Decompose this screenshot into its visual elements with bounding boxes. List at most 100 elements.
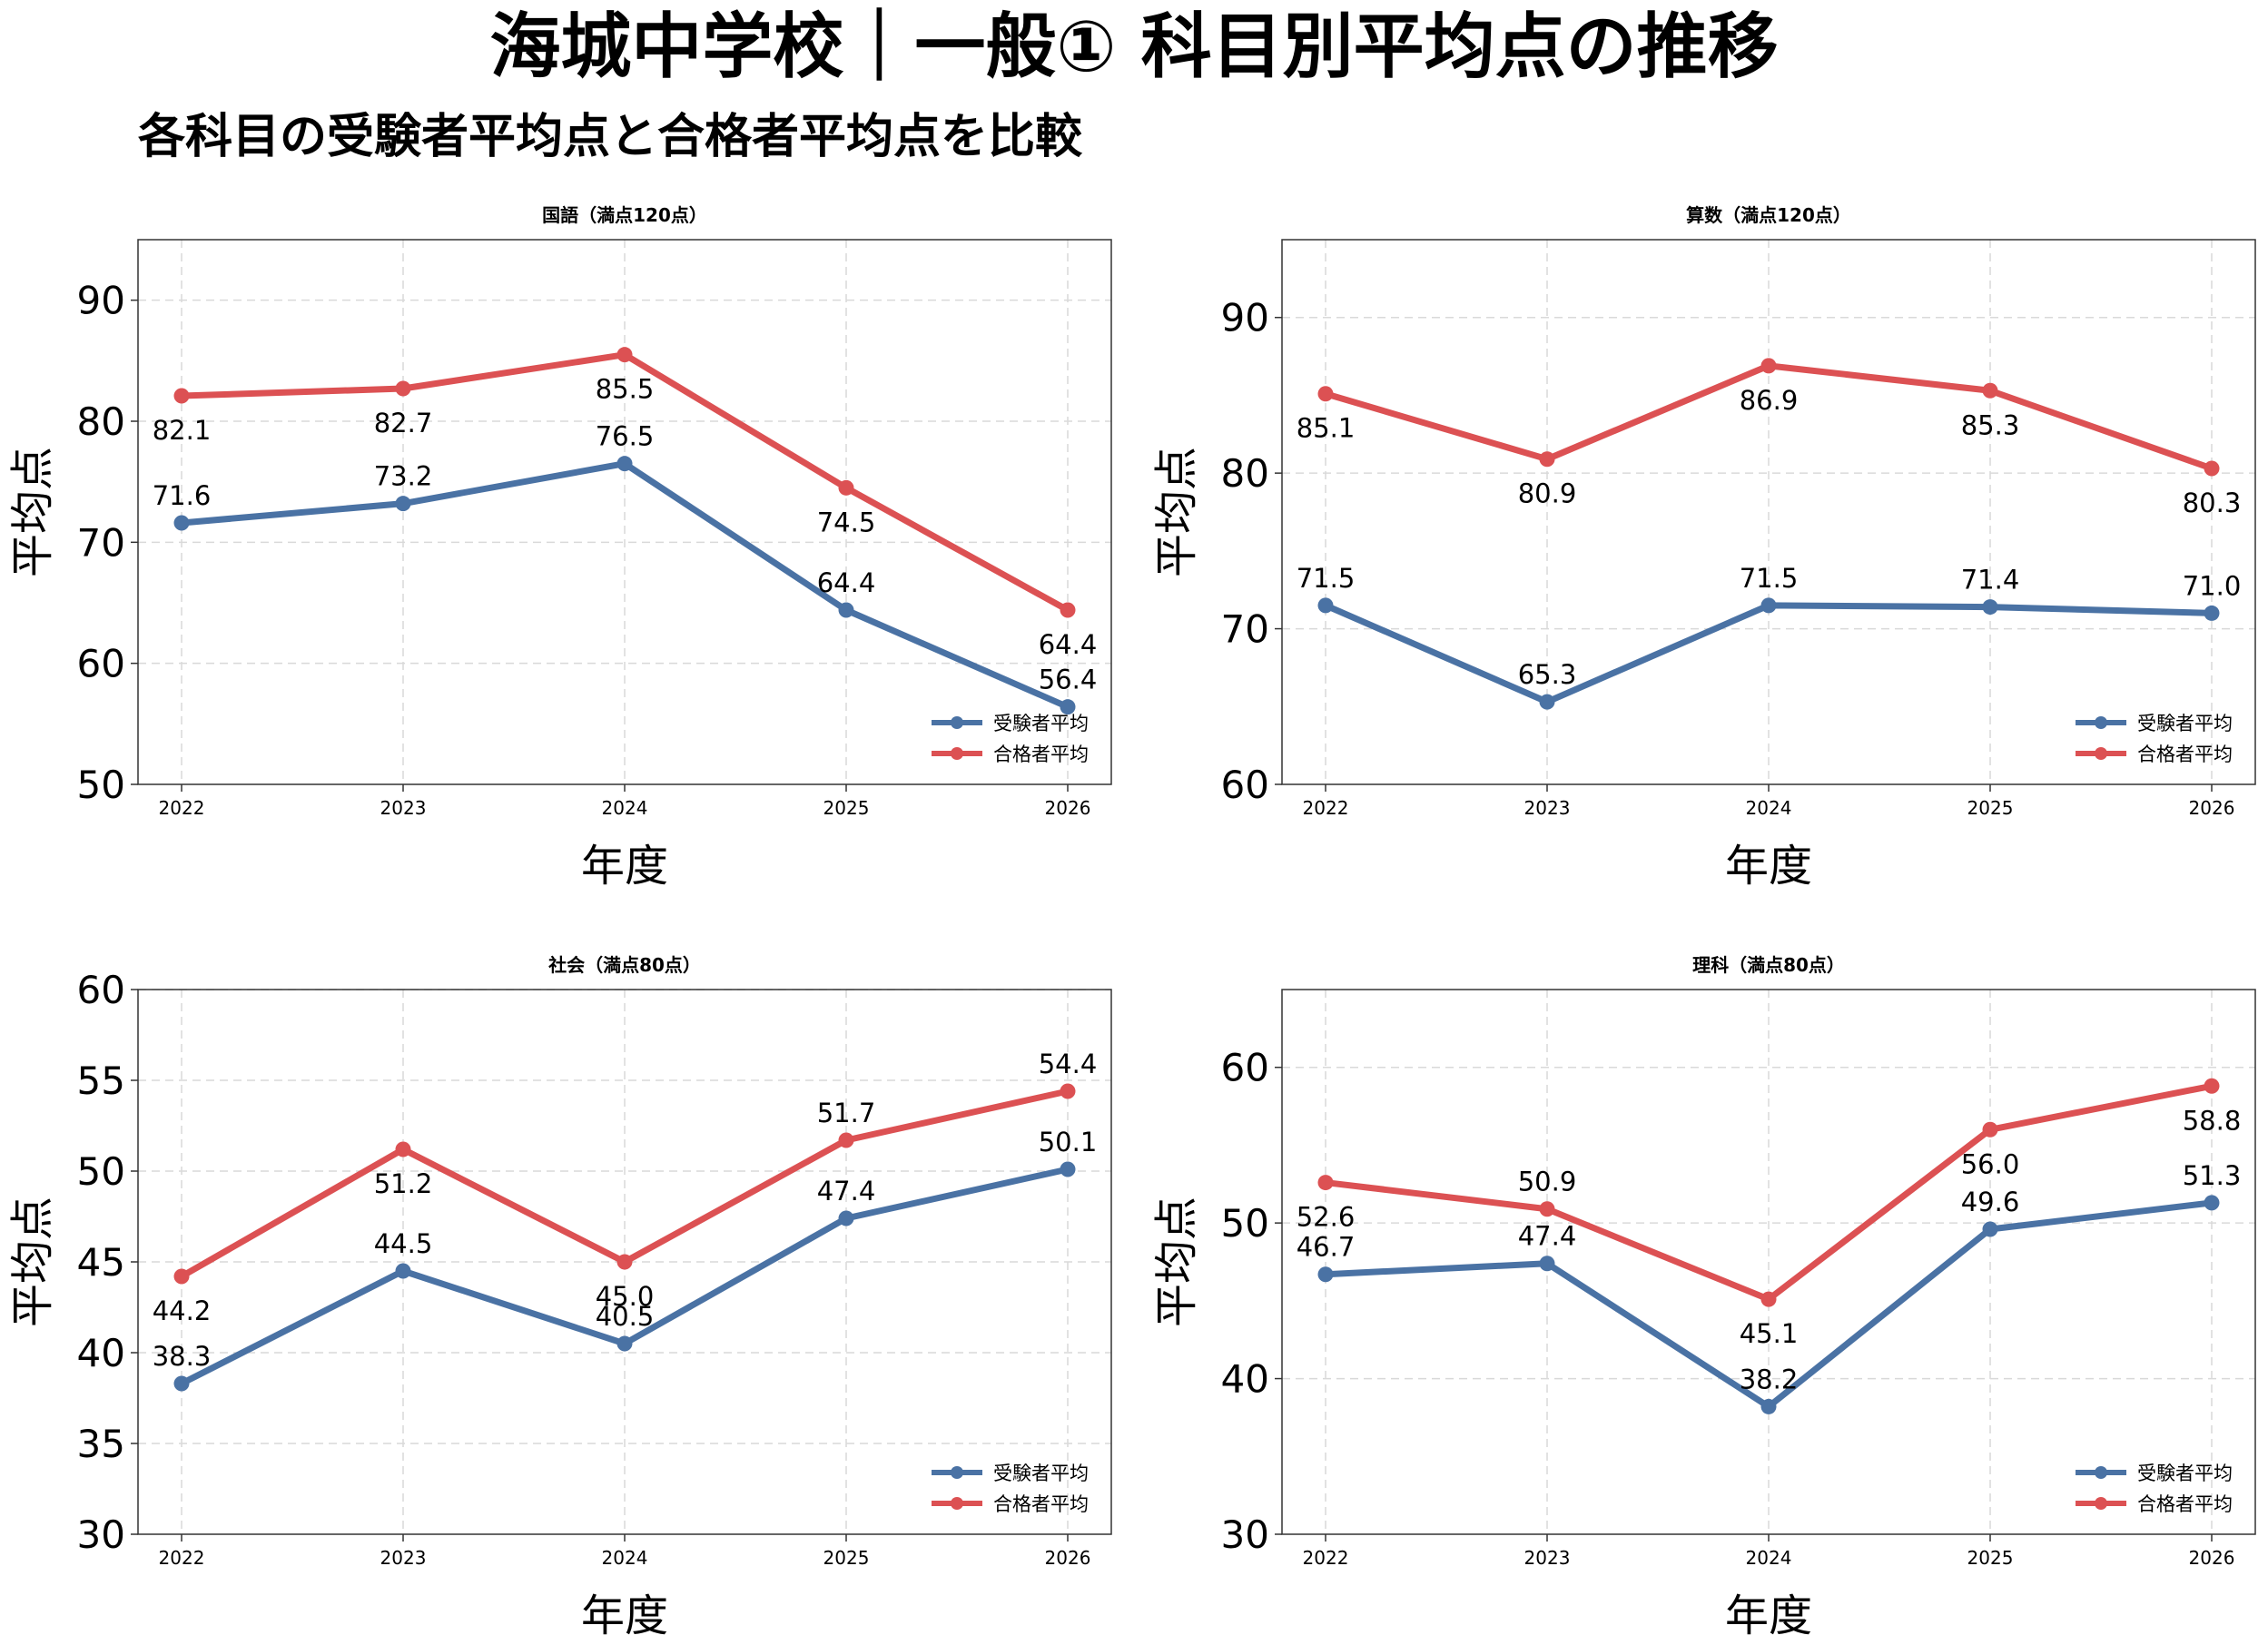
data-point [838,1210,854,1226]
chart-title: 社会（満点80点） [547,954,701,976]
data-label: 64.4 [1039,629,1098,660]
y-tick-label: 40 [77,1331,125,1375]
data-point [1760,1398,1777,1414]
data-label: 85.5 [596,374,655,405]
legend-label: 受験者平均 [993,713,1089,734]
data-point [1317,386,1334,402]
data-label: 38.3 [153,1341,212,1372]
data-label: 52.6 [1297,1202,1356,1233]
data-point [1317,1266,1334,1283]
x-axis-label: 年度 [1725,841,1812,891]
data-point [1317,1175,1334,1191]
data-point [173,515,190,531]
data-label: 65.3 [1518,659,1577,690]
data-label: 71.0 [2183,570,2242,601]
data-point [1982,599,1998,616]
y-tick-label: 40 [1221,1357,1269,1402]
data-label: 64.4 [817,567,876,598]
data-point [1539,694,1555,710]
data-point [1982,1221,1998,1237]
plot-frame [137,239,1112,785]
legend-marker [2095,1497,2107,1510]
data-label: 45.1 [1740,1318,1799,1349]
legend-marker [951,1466,963,1479]
x-axis-label: 年度 [1725,1591,1812,1641]
x-tick-label: 2025 [1967,797,2014,819]
data-point [616,456,633,472]
data-point [173,1375,190,1392]
legend-label: 合格者平均 [2137,744,2233,765]
data-point [1060,1161,1076,1177]
data-label: 85.3 [1961,409,2020,440]
y-tick-label: 50 [1221,1201,1269,1246]
x-tick-label: 2024 [602,1547,648,1569]
series-line [1322,1082,2215,1303]
chart-title: 理科（満点80点） [1692,954,1845,976]
plot-frame [137,989,1112,1535]
y-tick-label: 80 [1221,451,1269,496]
series-line [1322,602,2215,705]
data-point [2204,460,2220,477]
x-tick-label: 2026 [2189,797,2235,819]
data-label: 74.5 [817,507,876,537]
data-label: 56.0 [1961,1148,2020,1179]
series-line [1322,362,2215,472]
data-label: 50.9 [1518,1167,1577,1197]
legend-label: 合格者平均 [993,744,1089,765]
page-title: 海城中学校｜一般① 科目別平均点の推移 [489,6,1779,88]
y-tick-label: 70 [77,520,125,565]
data-label: 54.4 [1039,1049,1098,1079]
x-tick-label: 2025 [823,797,870,819]
y-axis-label: 平均点 [1151,447,1202,577]
data-point [616,347,633,363]
chart-title: 算数（満点120点） [1686,204,1851,226]
data-label: 49.6 [1961,1187,2020,1217]
x-tick-label: 2026 [1045,1547,1091,1569]
data-label: 86.9 [1740,385,1799,416]
x-tick-label: 2022 [159,797,205,819]
legend-label: 受験者平均 [2137,1463,2233,1484]
data-label: 73.2 [374,461,433,492]
legend-marker [2095,1466,2107,1479]
x-tick-label: 2023 [1524,1547,1571,1569]
data-label: 80.3 [2183,488,2242,518]
data-label: 71.6 [153,480,212,511]
data-point [1060,602,1076,618]
data-label: 85.1 [1297,413,1356,444]
page-subtitle: 各科目の受験者平均点と合格者平均点を比較 [138,110,1083,164]
data-point [395,496,411,512]
x-axis-label: 年度 [581,1591,668,1641]
y-tick-label: 80 [77,399,125,444]
legend-label: 受験者平均 [993,1463,1089,1484]
x-tick-label: 2024 [1746,797,1792,819]
legend-marker [2095,747,2107,760]
data-point [616,1254,633,1270]
data-label: 56.4 [1039,665,1098,695]
data-point [1760,358,1777,374]
y-tick-label: 35 [77,1422,125,1466]
chart-title: 国語（満点120点） [542,204,707,226]
x-axis-label: 年度 [581,841,668,891]
data-label: 82.7 [374,408,433,438]
legend-marker [951,747,963,760]
x-tick-label: 2026 [1045,797,1091,819]
data-point [2204,1078,2220,1094]
legend-marker [951,1497,963,1510]
y-axis-label: 平均点 [7,447,58,577]
series-line [1322,1199,2215,1410]
legend-marker [2095,716,2107,729]
series-line [178,351,1071,614]
data-point [395,1263,411,1279]
data-label: 47.4 [1518,1221,1577,1252]
series-line [178,1088,1071,1280]
data-point [616,1335,633,1352]
data-label: 46.7 [1297,1232,1356,1263]
data-label: 44.5 [374,1228,433,1259]
data-point [1982,382,1998,399]
y-tick-label: 60 [1221,763,1269,807]
x-tick-label: 2022 [1303,1547,1349,1569]
data-label: 51.2 [374,1168,433,1199]
data-point [1317,597,1334,614]
x-tick-label: 2022 [159,1547,205,1569]
